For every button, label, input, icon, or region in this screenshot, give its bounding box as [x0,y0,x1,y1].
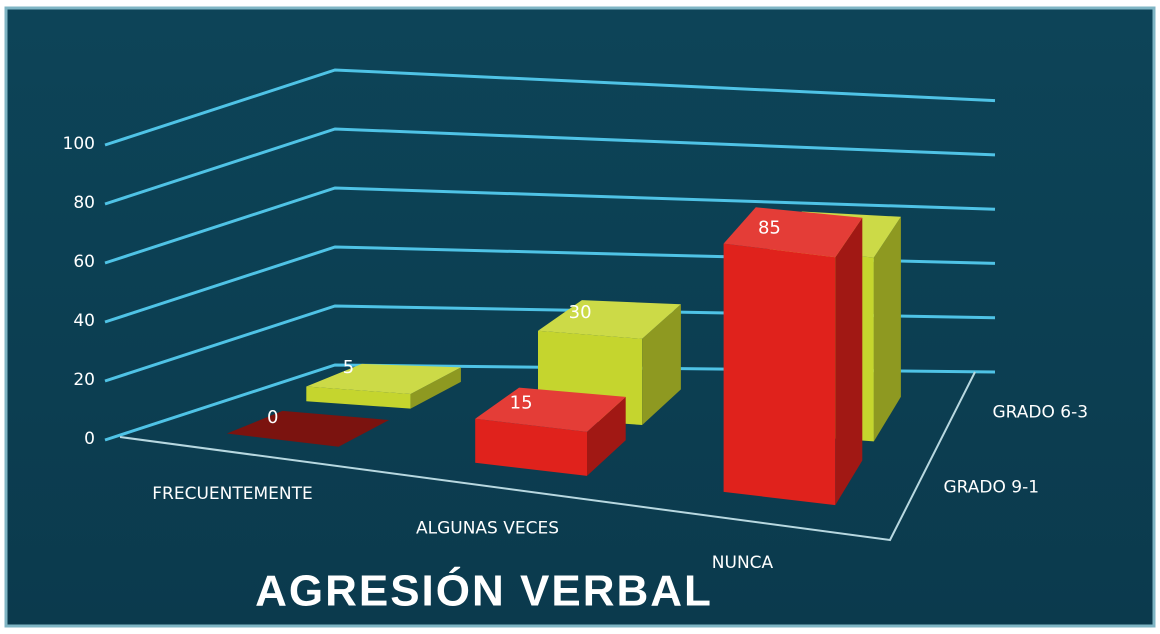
x-tick-label: FRECUENTEMENTE [152,484,312,504]
grid-line [104,186,996,265]
y-tick-label: 0 [84,429,95,449]
bar-top [475,387,626,432]
bars: 5306501585 [226,207,901,506]
bar-top [538,300,681,339]
bar-front [306,386,411,409]
bar-front [475,418,587,476]
data-label: 15 [510,392,533,413]
x-tick-label: NUNCA [712,553,774,573]
bar-top [723,207,863,258]
grid-line [104,68,996,147]
bar-side [410,367,461,409]
data-label: 5 [343,357,354,378]
grid: 0 20 40 60 80 100 FRECUENTEMENTE ALGUNAS VECES N… [63,68,1089,573]
bar-side [642,304,681,425]
data-label: 85 [758,217,781,238]
legend-label: GRADO 6-3 [993,402,1089,422]
bar-front [723,243,836,506]
bar-side [835,217,863,506]
data-label: 0 [267,407,278,428]
y-tick-label: 100 [63,134,95,154]
chart-title: AGRESIÓN VERBAL [255,566,713,616]
x-tick-label: ALGUNAS VECES [416,519,559,539]
y-tick-label: 40 [73,311,95,331]
floor-edge [119,371,976,542]
bar-top [306,363,461,394]
bar-side [873,216,901,442]
legend-label: GRADO 9-1 [944,478,1040,498]
grid-line [104,127,996,206]
y-tick-label: 20 [73,370,95,390]
data-label: 30 [569,302,592,323]
y-tick-label: 60 [73,252,95,272]
y-tick-label: 80 [73,193,95,213]
bar-top [226,410,389,447]
bar-side [587,396,626,476]
